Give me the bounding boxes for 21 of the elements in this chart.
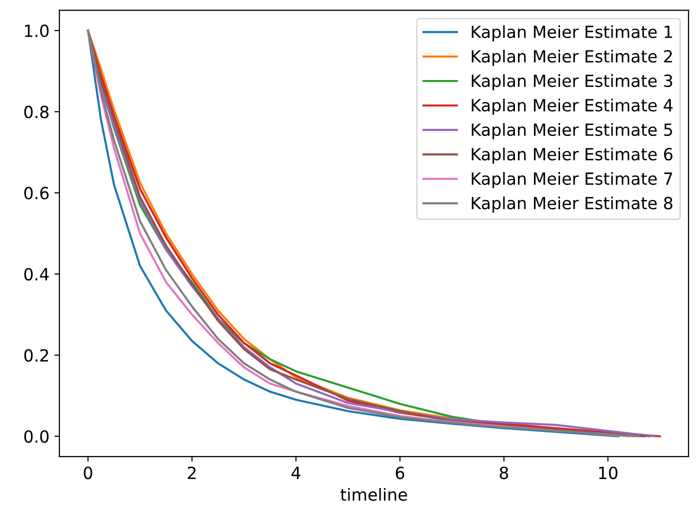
- legend-label: Kaplan Meier Estimate 3: [472, 74, 672, 90]
- x-tick-label: 6: [396, 466, 404, 480]
- y-tick-label: 0.6: [24, 186, 49, 200]
- x-tick-label: 0: [84, 466, 92, 480]
- legend-label: Kaplan Meier Estimate 2: [472, 50, 672, 66]
- y-tick-label: 0.4: [24, 268, 49, 281]
- x-axis-title: timeline: [340, 488, 407, 501]
- legend-label: Kaplan Meier Estimate 6: [472, 148, 672, 164]
- legend-label: Kaplan Meier Estimate 5: [472, 123, 672, 140]
- x-tick-label: 10: [599, 466, 618, 480]
- y-tick-label: 0.8: [24, 106, 49, 118]
- legend-label: Kaplan Meier Estimate 1: [472, 25, 672, 42]
- y-tick-label: 0.2: [24, 349, 48, 362]
- x-tick-label: 8: [500, 466, 508, 480]
- legend-label: Kaplan Meier Estimate 4: [472, 98, 673, 115]
- legend-label: Kaplan Meier Estimate 8: [472, 196, 672, 213]
- y-tick-label: 1.0: [25, 24, 49, 38]
- x-tick-label: 2: [188, 466, 196, 479]
- x-tick-label: 4: [291, 466, 300, 479]
- legend-label: Kaplan Meier Estimate 7: [472, 172, 672, 188]
- y-tick-label: 0.0: [24, 430, 49, 443]
